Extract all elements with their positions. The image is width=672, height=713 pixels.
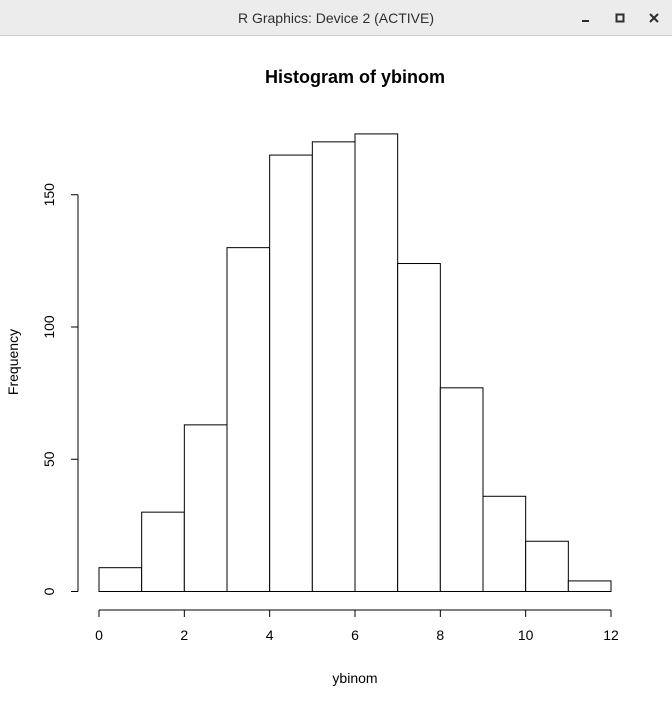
histogram-bar-10 [525, 540, 569, 592]
histogram-bar-7 [397, 263, 441, 593]
y-tick-label: 100 [41, 315, 57, 339]
histogram-bar-2 [183, 424, 228, 592]
x-tick-label: 4 [266, 627, 274, 643]
x-axis-label: ybinom [332, 670, 377, 686]
histogram-bar-0 [98, 567, 143, 593]
histogram-bar-3 [226, 247, 271, 592]
plot-area: Histogram of ybinom ybinom Frequency 0 2 4… [0, 36, 672, 708]
y-tick-label: 50 [41, 451, 57, 467]
window-title: R Graphics: Device 2 (ACTIVE) [237, 10, 435, 26]
histogram-bar-8 [439, 387, 484, 592]
x-tick-label: 12 [603, 627, 619, 643]
minimize-icon [582, 20, 589, 22]
histogram-bar-11 [567, 580, 612, 592]
chart-title: Histogram of ybinom [265, 67, 445, 87]
window-titlebar[interactable]: R Graphics: Device 2 (ACTIVE) [0, 0, 672, 36]
histogram-bar-6 [354, 133, 399, 592]
close-icon [649, 13, 659, 23]
minimize-button[interactable] [574, 6, 598, 30]
x-tick-label: 10 [518, 627, 534, 643]
maximize-button[interactable] [608, 6, 632, 30]
y-axis: 0 50 100 150 [41, 183, 79, 595]
y-tick-label: 150 [41, 183, 57, 207]
close-button[interactable] [642, 6, 666, 30]
y-axis-label: Frequency [5, 329, 21, 395]
histogram-bar-1 [141, 511, 185, 592]
maximize-icon [615, 13, 625, 23]
x-tick-label: 2 [180, 627, 188, 643]
x-tick-label: 8 [436, 627, 444, 643]
histogram-bars [98, 133, 612, 593]
histogram-chart: Histogram of ybinom ybinom Frequency 0 2 4… [5, 67, 619, 686]
x-tick-label: 0 [95, 627, 103, 643]
histogram-bar-5 [311, 141, 356, 592]
histogram-bar-4 [269, 154, 313, 592]
histogram-bar-9 [482, 495, 527, 592]
x-axis: 0 2 4 6 8 10 12 [95, 609, 619, 643]
y-tick-label: 0 [41, 587, 57, 595]
x-tick-label: 6 [351, 627, 359, 643]
